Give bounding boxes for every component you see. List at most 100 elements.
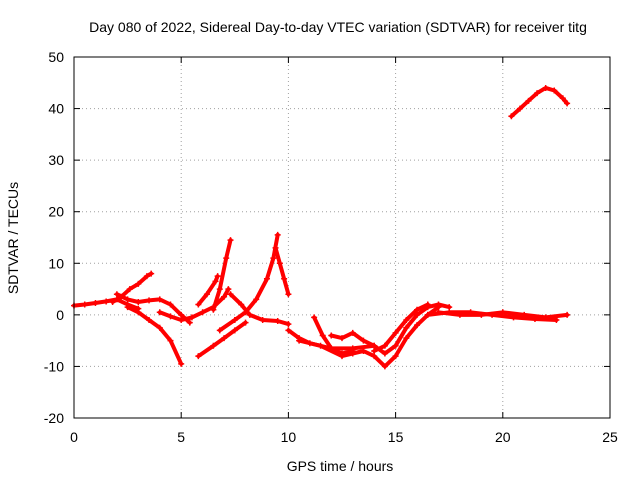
- data-point: [270, 255, 277, 262]
- data-point: [221, 335, 228, 342]
- data-point: [225, 286, 232, 293]
- data-point: [246, 311, 253, 318]
- data-point: [559, 95, 566, 102]
- data-point: [178, 360, 185, 367]
- x-axis-label: GPS time / hours: [287, 458, 394, 474]
- y-tick-label: -10: [44, 358, 64, 374]
- series-track-h: [195, 319, 249, 360]
- data-point: [516, 105, 523, 112]
- data-point: [534, 90, 541, 97]
- data-point: [124, 304, 131, 311]
- series-track-g: [210, 237, 234, 313]
- series-track-k: [272, 244, 292, 298]
- series-track-j: [216, 231, 281, 334]
- data-point: [403, 335, 410, 342]
- data-point: [203, 291, 210, 298]
- data-point: [414, 322, 421, 329]
- data-point: [371, 353, 378, 360]
- data-point: [135, 298, 142, 305]
- data-point: [446, 309, 453, 316]
- data-point: [339, 335, 345, 342]
- data-point: [81, 301, 88, 308]
- series-track-f: [195, 273, 221, 308]
- series-line: [228, 292, 291, 327]
- data-point: [349, 329, 356, 336]
- data-point: [285, 321, 292, 328]
- data-point: [167, 301, 174, 308]
- x-tick-label: 10: [281, 429, 297, 445]
- data-point: [285, 291, 292, 298]
- data-point: [146, 297, 153, 304]
- data-point: [148, 270, 155, 277]
- data-point: [510, 314, 517, 321]
- data-point: [296, 337, 303, 344]
- data-point: [126, 286, 133, 293]
- data-point: [253, 296, 260, 303]
- data-point: [210, 342, 217, 349]
- data-point: [124, 296, 131, 303]
- data-point: [360, 347, 367, 354]
- series-line: [110, 271, 154, 304]
- data-point: [214, 273, 221, 280]
- data-point: [146, 317, 153, 324]
- x-tick-label: 20: [495, 429, 511, 445]
- data-point: [103, 298, 110, 305]
- series-track-o: [328, 301, 453, 357]
- data-point: [263, 275, 270, 282]
- data-point: [210, 306, 217, 313]
- series-line: [211, 238, 233, 312]
- series-track-d: [124, 304, 185, 367]
- data-point: [371, 347, 378, 354]
- data-point: [551, 87, 558, 94]
- grid: [74, 57, 610, 418]
- data-point: [186, 319, 193, 326]
- data-point: [403, 324, 410, 331]
- data-point: [328, 332, 335, 339]
- data-point: [403, 317, 410, 324]
- y-tick-label: 30: [48, 152, 64, 168]
- data-point: [311, 314, 318, 321]
- data-point: [216, 286, 223, 293]
- data-point: [167, 313, 174, 320]
- data-point: [319, 332, 326, 339]
- series-line: [297, 305, 441, 369]
- data-point: [167, 337, 174, 344]
- x-tick-label: 5: [177, 429, 185, 445]
- data-point: [92, 299, 99, 306]
- y-tick-label: -20: [44, 410, 64, 426]
- data-point: [381, 342, 388, 349]
- data-point: [414, 306, 421, 313]
- data-point: [238, 301, 245, 308]
- series-track-s: [508, 84, 571, 120]
- data-point: [231, 317, 238, 324]
- data-point: [285, 327, 292, 334]
- data-point: [223, 255, 230, 262]
- data-point: [274, 318, 281, 325]
- data-point: [156, 309, 163, 316]
- data-point: [156, 296, 163, 303]
- data-point: [259, 317, 266, 324]
- y-tick-label: 50: [48, 49, 64, 65]
- series-line: [196, 274, 220, 307]
- data-point: [135, 309, 142, 316]
- y-tick-label: 40: [48, 101, 64, 117]
- x-tick-label: 25: [602, 429, 618, 445]
- data-point: [212, 278, 219, 285]
- data-point: [339, 353, 345, 360]
- series-track-n: [296, 304, 442, 370]
- series-line: [372, 302, 430, 353]
- x-tick-label: 15: [388, 429, 404, 445]
- data-point: [392, 353, 399, 360]
- data-point: [135, 280, 142, 287]
- series-line: [125, 305, 184, 366]
- data-point: [276, 260, 283, 267]
- data-marks: [71, 84, 571, 370]
- data-point: [216, 327, 223, 334]
- y-tick-label: 10: [48, 255, 64, 271]
- x-tick-label: 0: [70, 429, 78, 445]
- data-point: [221, 293, 228, 300]
- data-point: [489, 311, 496, 318]
- y-axis-label: SDTVAR / TECUs: [5, 182, 21, 294]
- data-point: [195, 353, 202, 360]
